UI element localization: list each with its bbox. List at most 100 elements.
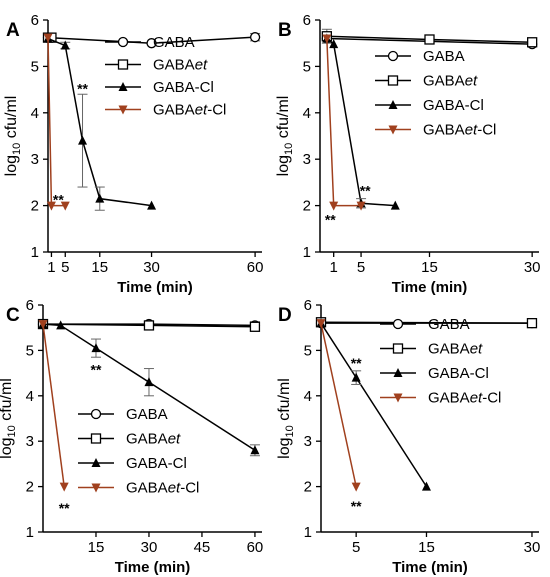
data-point (424, 34, 435, 45)
data-point (147, 200, 157, 210)
data-point (249, 321, 261, 332)
x-tick-label: 1 (330, 259, 338, 276)
panel-d: D 1 2 3 4 5 6 5 15 30 Time (min) log10 cfu/ml ** ** GA… (276, 297, 540, 576)
legend: GABA GABAet GABA-Cl GABAet-Cl (105, 34, 226, 119)
panel-label: C (6, 305, 20, 326)
legend-marker (91, 458, 101, 467)
legend-label: GABAet-Cl (428, 390, 501, 407)
x-tick-label: 5 (357, 259, 365, 276)
series-line (42, 323, 65, 487)
significance-marker: ** (351, 498, 362, 514)
y-tick-label: 4 (26, 388, 34, 405)
significance-marker: ** (53, 192, 64, 208)
legend-label: GABA (423, 48, 465, 65)
series-2 (316, 318, 431, 491)
data-point (38, 320, 48, 330)
x-tick-label: 30 (141, 539, 158, 556)
legend-marker (388, 125, 398, 135)
y-tick-label: 3 (26, 433, 34, 450)
x-tick-label: 60 (247, 259, 264, 276)
data-point (526, 318, 538, 329)
x-tick-label: 15 (418, 539, 435, 556)
data-point (329, 201, 339, 211)
y-tick-label: 5 (303, 58, 311, 75)
legend-marker (117, 36, 129, 48)
legend-marker (118, 105, 128, 115)
data-point (390, 200, 400, 210)
legend-marker (91, 483, 101, 493)
series-3 (43, 33, 70, 211)
data-point (329, 39, 339, 49)
significance-marker: ** (351, 355, 362, 371)
data-point (351, 372, 361, 382)
data-point (250, 445, 260, 455)
legend-marker (90, 408, 102, 420)
y-tick-label: 1 (304, 524, 312, 541)
y-tick-label: 6 (304, 297, 312, 314)
series-line (320, 323, 357, 487)
series-1 (321, 28, 538, 48)
data-point (316, 319, 326, 329)
panel-label: B (278, 20, 292, 41)
legend-label: GABAet (126, 431, 181, 448)
data-point (60, 40, 70, 50)
x-tick-label: 45 (194, 539, 211, 556)
x-tick-label: 15 (88, 539, 105, 556)
legend-marker (90, 433, 102, 444)
legend-label: GABA (428, 316, 470, 333)
series-line (326, 38, 362, 207)
y-tick-label: 2 (304, 479, 312, 496)
y-tick-label: 5 (26, 342, 34, 359)
x-tick-label: 1 (47, 259, 55, 276)
series-line (320, 322, 428, 488)
legend: GABA GABAet GABA-Cl GABAet-Cl (78, 406, 199, 497)
legend-label: GABA (153, 34, 195, 51)
legend-marker (393, 368, 403, 377)
series-line (320, 321, 532, 324)
y-tick-label: 3 (303, 151, 311, 168)
series-1 (315, 317, 538, 329)
y-axis-label: log10 cfu/ml (275, 96, 295, 177)
series-line (47, 37, 152, 207)
series-2 (38, 319, 260, 457)
legend-marker (392, 343, 404, 354)
y-axis-label: log10 cfu/ml (3, 96, 23, 177)
y-tick-label: 3 (304, 433, 312, 450)
legend-label: GABAet-Cl (423, 122, 496, 139)
significance-marker: ** (91, 362, 102, 378)
x-tick-label: 30 (524, 259, 541, 276)
y-tick-label: 1 (31, 244, 39, 261)
significance-marker: ** (77, 80, 88, 96)
data-point (322, 34, 332, 44)
data-point (527, 37, 538, 48)
y-tick-label: 3 (31, 151, 39, 168)
legend-marker (392, 318, 404, 330)
series-3 (38, 320, 69, 492)
x-tick-label: 30 (143, 259, 160, 276)
y-tick-label: 1 (26, 524, 34, 541)
legend-label: GABAet-Cl (126, 480, 199, 497)
legend-marker (387, 75, 399, 86)
legend-marker (117, 59, 129, 70)
legend-label: GABAet (423, 73, 478, 90)
series-line (326, 37, 396, 207)
legend: GABA GABAet GABA-Cl GABAet-Cl (380, 316, 501, 407)
legend-marker (393, 393, 403, 403)
legend-label: GABAet-Cl (153, 102, 226, 119)
y-tick-label: 6 (303, 12, 311, 29)
series-3 (316, 319, 361, 492)
data-point (56, 320, 66, 330)
y-tick-label: 6 (31, 12, 39, 29)
data-point (356, 201, 366, 211)
y-tick-label: 4 (304, 388, 312, 405)
y-tick-label: 5 (304, 342, 312, 359)
y-tick-label: 1 (303, 244, 311, 261)
significance-marker: ** (360, 182, 371, 198)
legend-label: GABAet (153, 57, 208, 74)
series-2 (43, 33, 157, 211)
y-axis-label: log10 cfu/ml (0, 378, 18, 459)
legend-label: GABA-Cl (153, 79, 214, 96)
